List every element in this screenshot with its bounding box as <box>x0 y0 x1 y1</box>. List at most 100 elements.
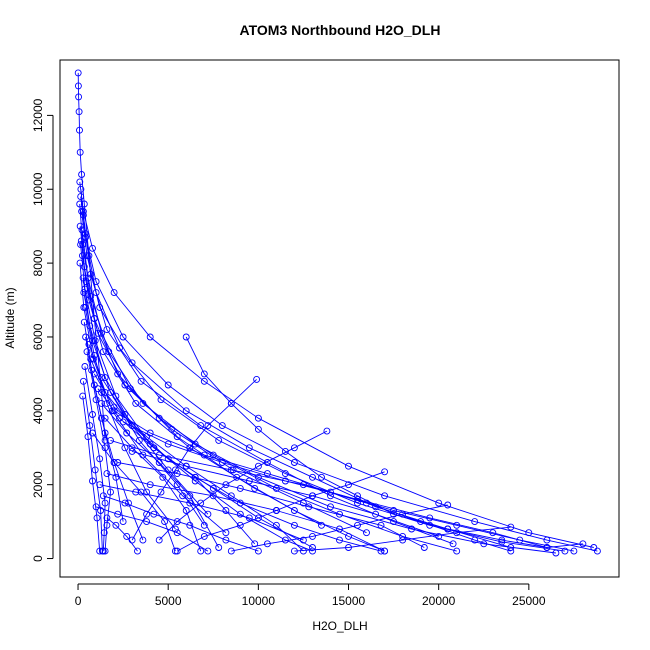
data-point-5-7 <box>363 529 370 537</box>
data-point-31-6 <box>471 536 479 544</box>
data-point-22-7 <box>336 536 343 544</box>
data-point-37-2 <box>143 518 151 526</box>
data-point-26-0 <box>98 399 105 407</box>
data-point-21-1 <box>84 433 92 441</box>
data-point-41-5 <box>173 518 181 526</box>
data-point-28-2 <box>137 488 145 496</box>
data-point-25-2 <box>150 444 158 452</box>
y-tick-label-2: 4000 <box>31 397 45 424</box>
data-point-15-0 <box>81 303 89 311</box>
data-point-16-0 <box>80 318 88 326</box>
data-point-36-2 <box>150 510 158 518</box>
data-point-42-0 <box>381 468 389 476</box>
data-point-2-4 <box>164 381 172 389</box>
data-point-32-5 <box>435 532 443 540</box>
data-point-7-5 <box>215 436 223 444</box>
profile-line-7 <box>80 189 565 552</box>
data-point-35-1 <box>132 488 140 496</box>
data-point-41-6 <box>155 536 163 544</box>
profile-line-6 <box>82 255 322 526</box>
data-point-19-0 <box>81 363 89 370</box>
data-point-41-1 <box>290 444 298 452</box>
profile-line-12 <box>79 263 227 534</box>
data-point-1-4 <box>146 333 154 341</box>
data-point-33-1 <box>173 470 181 478</box>
data-point-41-0 <box>323 427 331 435</box>
data-point-20-0 <box>79 377 87 385</box>
profile-line-26 <box>101 403 220 548</box>
data-point-23-4 <box>209 484 217 492</box>
data-point-9-3 <box>137 377 145 385</box>
data-point-21-4 <box>96 547 104 555</box>
data-point-1-5 <box>200 377 208 385</box>
data-series <box>74 69 601 557</box>
data-point-26-2 <box>155 459 163 466</box>
data-point-10-0 <box>78 226 86 234</box>
data-point-14-0 <box>80 289 88 297</box>
data-point-18-0 <box>83 348 91 356</box>
data-point-23-6 <box>309 544 316 551</box>
data-point-42-1 <box>345 481 352 489</box>
data-point-21-0 <box>79 392 87 400</box>
data-point-7-3 <box>116 344 123 352</box>
data-point-39-5 <box>318 473 325 481</box>
data-point-25-0 <box>94 385 102 393</box>
data-point-33-3 <box>305 503 313 511</box>
data-point-10-1 <box>84 274 92 282</box>
data-point-0-3 <box>75 108 83 116</box>
profile-line-0 <box>77 72 106 441</box>
x-tick-label-5: 25000 <box>512 594 546 608</box>
data-point-31-2 <box>227 466 235 474</box>
data-point-27-0 <box>101 414 109 422</box>
x-tick-label-3: 15000 <box>332 594 366 608</box>
data-point-32-1 <box>182 462 190 470</box>
profile-line-3 <box>81 211 511 548</box>
data-point-10-6 <box>290 507 298 514</box>
data-point-24-5 <box>272 521 280 529</box>
data-point-31-7 <box>507 547 515 555</box>
data-point-19-1 <box>89 411 96 418</box>
data-point-13-0 <box>79 274 87 282</box>
data-point-42-3 <box>272 507 280 514</box>
data-point-0-0 <box>74 69 82 77</box>
data-point-2-8 <box>471 518 479 526</box>
data-point-31-0 <box>107 436 114 444</box>
data-point-43-4 <box>263 540 271 548</box>
profile-line-36 <box>103 495 259 552</box>
data-point-39-3 <box>254 425 262 433</box>
profile-line-10 <box>81 229 385 552</box>
data-point-30-5 <box>426 514 434 522</box>
data-point-40-7 <box>128 536 136 544</box>
profile-line-33 <box>117 462 425 548</box>
data-point-1-6 <box>254 414 262 422</box>
data-point-29-3 <box>263 470 271 478</box>
profile-line-38 <box>106 517 138 552</box>
data-point-14-3 <box>135 436 143 444</box>
data-point-25-1 <box>116 414 123 422</box>
data-point-32-4 <box>372 510 380 518</box>
data-point-40-0 <box>253 375 261 383</box>
data-point-1-2 <box>89 244 96 252</box>
data-point-11-6 <box>236 510 244 518</box>
data-point-10-4 <box>173 433 181 441</box>
data-point-44-4 <box>290 547 298 555</box>
data-point-35-4 <box>299 536 307 544</box>
data-point-4-2 <box>90 315 98 322</box>
data-point-3-6 <box>309 473 316 481</box>
data-point-17-4 <box>119 518 127 526</box>
data-point-2-7 <box>381 492 389 500</box>
data-point-20-2 <box>91 466 99 474</box>
profile-line-27 <box>104 417 202 552</box>
data-point-23-0 <box>87 355 95 363</box>
data-point-27-4 <box>197 547 205 555</box>
plot-frame <box>59 59 620 578</box>
profile-line-21 <box>82 396 101 552</box>
data-point-14-2 <box>107 388 114 396</box>
data-point-37-0 <box>92 503 100 511</box>
profile-line-17 <box>85 336 124 522</box>
data-point-16-5 <box>139 536 147 544</box>
data-point-8-10 <box>552 549 560 557</box>
data-point-30-1 <box>164 440 172 448</box>
data-point-39-0 <box>182 333 190 341</box>
data-point-36-3 <box>186 521 194 529</box>
